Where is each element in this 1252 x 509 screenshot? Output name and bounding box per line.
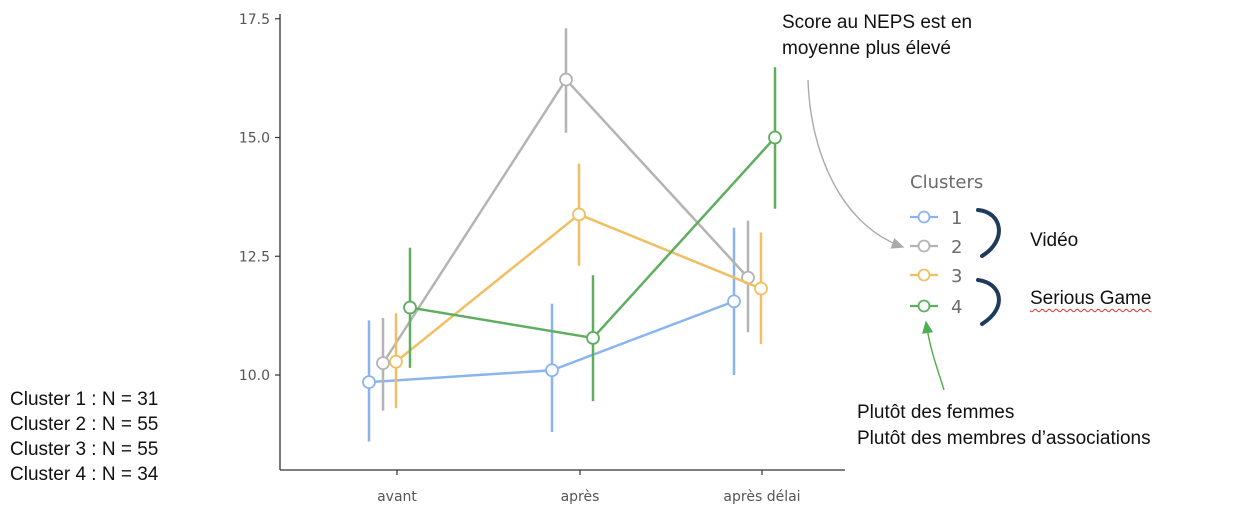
cluster-count-3: Cluster 3 : N = 55 — [10, 439, 159, 460]
data-point — [768, 130, 782, 145]
group-label-video: Vidéo — [1030, 230, 1079, 251]
data-point — [754, 281, 768, 296]
legend-title: Clusters — [910, 172, 983, 193]
women-note-line-1: Plutôt des femmes — [857, 402, 1015, 423]
legend-label: 1 — [951, 208, 962, 229]
legend-label: 4 — [951, 297, 962, 318]
y-tick-label: 10.0 — [239, 368, 270, 384]
x-tick-label: après délai — [723, 489, 800, 505]
legend-label: 2 — [951, 237, 962, 258]
group-label-serious-game: Serious Game — [1030, 288, 1152, 309]
women-note-line-2: Plutôt des membres d’associations — [857, 428, 1151, 449]
y-tick-label: 17.5 — [239, 12, 270, 28]
data-point — [362, 375, 376, 390]
legend-marker — [917, 299, 931, 313]
bracket-serious-game — [976, 278, 1001, 326]
chart-series — [362, 28, 782, 442]
legend-marker — [917, 268, 931, 282]
series-4 — [403, 67, 782, 402]
arrow-to-cluster-2 — [807, 79, 905, 249]
neps-note-line-2: moyenne plus élevé — [782, 38, 951, 59]
data-point — [572, 207, 586, 222]
series-2 — [376, 28, 755, 411]
series-1 — [362, 227, 741, 442]
y-tick-label: 12.5 — [239, 249, 270, 265]
bracket-video — [976, 208, 1001, 258]
annotation-arrows — [807, 79, 945, 391]
chart-axes: 10.0 12.5 15.0 17.5 avant après après délai — [239, 12, 845, 505]
data-point — [403, 300, 417, 315]
neps-note: Score au NEPS est en moyenne plus élevé — [782, 10, 972, 62]
y-tick-label: 15.0 — [239, 131, 270, 147]
neps-note-line-1: Score au NEPS est en — [782, 12, 973, 33]
data-point — [559, 72, 573, 87]
cluster-counts: Cluster 1 : N = 31 Cluster 2 : N = 55 Cl… — [10, 387, 158, 487]
data-point — [376, 356, 390, 371]
cluster-count-2: Cluster 2 : N = 55 — [10, 414, 159, 435]
women-note: Plutôt des femmes Plutôt des membres d’a… — [857, 400, 1151, 452]
data-point — [545, 363, 559, 378]
cluster-count-4: Cluster 4 : N = 34 — [10, 464, 159, 485]
cluster-count-1: Cluster 1 : N = 31 — [10, 389, 159, 410]
x-tick-label: avant — [377, 489, 417, 505]
legend-marker — [917, 210, 931, 224]
data-point — [389, 354, 403, 369]
series-3 — [389, 163, 768, 409]
legend-label: 3 — [951, 266, 962, 287]
chart-legend: Clusters 1 2 3 4 — [910, 172, 1001, 326]
x-tick-label: après — [561, 489, 600, 505]
arrow-to-cluster-4 — [922, 320, 945, 391]
legend-marker — [917, 239, 931, 253]
data-point — [727, 294, 741, 309]
data-point — [586, 331, 600, 345]
